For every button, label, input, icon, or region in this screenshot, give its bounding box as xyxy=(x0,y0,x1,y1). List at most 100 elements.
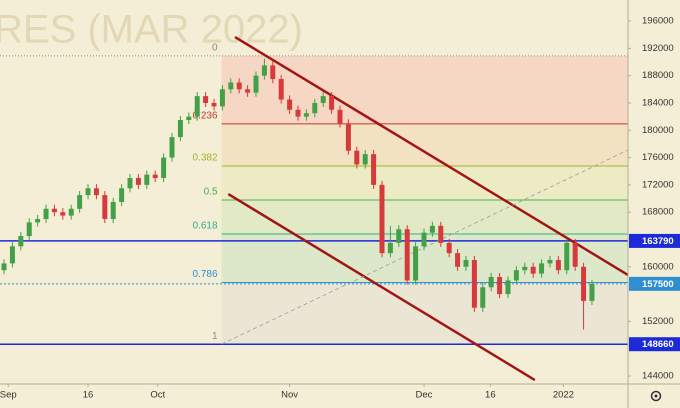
fibonacci: 0 0.236 0.382 0.5 0.618 0.786 1 xyxy=(0,42,629,345)
y-tick-label: 168000 xyxy=(642,207,674,218)
candle-body xyxy=(564,242,570,271)
candle-body xyxy=(312,102,318,114)
fib-band xyxy=(221,123,629,166)
candle-body xyxy=(85,188,91,196)
candle-body xyxy=(547,259,553,264)
candle-body xyxy=(488,277,494,288)
candle-body xyxy=(413,246,419,281)
candle-body xyxy=(320,96,326,103)
candle-body xyxy=(127,178,133,189)
fib-label: 0 xyxy=(212,42,218,53)
y-tick-label: 172000 xyxy=(642,179,674,190)
fib-label: 0.382 xyxy=(193,153,218,164)
candle-body xyxy=(261,65,267,76)
candle-body xyxy=(278,79,284,100)
candle-body xyxy=(26,222,32,237)
candle-body xyxy=(379,184,385,254)
candle-body xyxy=(589,283,595,301)
y-tick-label: 152000 xyxy=(642,316,674,327)
x-tick-label: 16 xyxy=(83,390,94,401)
candle-body xyxy=(60,212,66,216)
candle-body xyxy=(581,266,587,301)
trend-line xyxy=(234,35,629,277)
y-tick-label: 180000 xyxy=(642,125,674,136)
plot xyxy=(0,35,629,382)
candle-body xyxy=(522,266,528,271)
candle-body xyxy=(421,232,427,247)
candle-body xyxy=(152,174,158,179)
candle-body xyxy=(387,242,393,254)
candle-body xyxy=(119,188,125,202)
x-tick-label: Nov xyxy=(281,390,298,401)
y-tick-label: 188000 xyxy=(642,70,674,81)
price-tag-label: 148660 xyxy=(642,339,674,350)
trend-line xyxy=(221,149,629,345)
candle-body xyxy=(572,242,578,267)
y-tick-label: 196000 xyxy=(642,16,674,27)
y-tick-label: 184000 xyxy=(642,97,674,108)
candle-body xyxy=(102,195,108,219)
price-tag-label: 163790 xyxy=(642,236,674,247)
candle-body xyxy=(194,96,200,117)
candle-body xyxy=(144,174,150,185)
candle-body xyxy=(68,208,74,216)
candle-body xyxy=(505,280,511,295)
settings-icon[interactable] xyxy=(650,390,662,402)
candle-body xyxy=(270,65,276,80)
candle-body xyxy=(337,109,343,124)
candle-body xyxy=(169,137,175,158)
x-tick-label: Dec xyxy=(416,390,433,401)
candle-body xyxy=(18,236,24,247)
candle-body xyxy=(186,116,192,121)
y-tick-label: 176000 xyxy=(642,152,674,163)
candle-body xyxy=(219,89,225,107)
candle-body xyxy=(1,263,7,271)
candle-body xyxy=(480,287,486,308)
price-tag-label: 157500 xyxy=(642,279,674,290)
candle-body xyxy=(228,82,234,90)
fib-label: 0.786 xyxy=(193,269,218,280)
candle-body xyxy=(345,123,351,151)
candle-body xyxy=(329,96,335,110)
candle-body xyxy=(203,96,209,103)
candle-body xyxy=(429,225,435,233)
fib-band xyxy=(221,200,629,235)
candle-body xyxy=(396,229,402,243)
candle-body xyxy=(93,188,99,196)
candle-body xyxy=(161,157,167,179)
candle-body xyxy=(287,99,293,110)
candle-body xyxy=(446,242,452,254)
candle-body xyxy=(455,253,461,267)
candle-body xyxy=(9,246,15,264)
price-tag xyxy=(629,337,680,352)
candle-body xyxy=(497,277,503,295)
candle-body xyxy=(354,150,360,165)
candle-body xyxy=(211,102,217,107)
y-tick-label: 160000 xyxy=(642,261,674,272)
y-tick-label: 144000 xyxy=(642,371,674,382)
candle-body xyxy=(513,270,519,281)
candle-body xyxy=(362,154,368,165)
candle-body xyxy=(245,89,251,93)
price-tag xyxy=(629,276,680,291)
candle-body xyxy=(35,218,41,223)
fib-label: 0.618 xyxy=(193,221,218,232)
candle-body xyxy=(303,113,309,117)
candle-body xyxy=(77,195,83,209)
candle-body xyxy=(43,208,49,219)
fib-label: 0.236 xyxy=(193,111,218,122)
fib-band xyxy=(221,165,629,201)
x-tick-label: Oct xyxy=(150,390,165,401)
x-tick-label: Sep xyxy=(0,390,17,401)
candle-body xyxy=(51,208,57,213)
candle-body xyxy=(295,109,301,117)
candle-body xyxy=(530,266,536,274)
watermark: RES (MAR 2022) xyxy=(0,8,303,52)
candle-body xyxy=(463,259,469,267)
candle-body xyxy=(471,259,477,308)
candle-body xyxy=(253,75,259,93)
fib-label: 0.5 xyxy=(204,187,218,198)
candle-body xyxy=(236,82,242,90)
candle-body xyxy=(404,229,410,281)
